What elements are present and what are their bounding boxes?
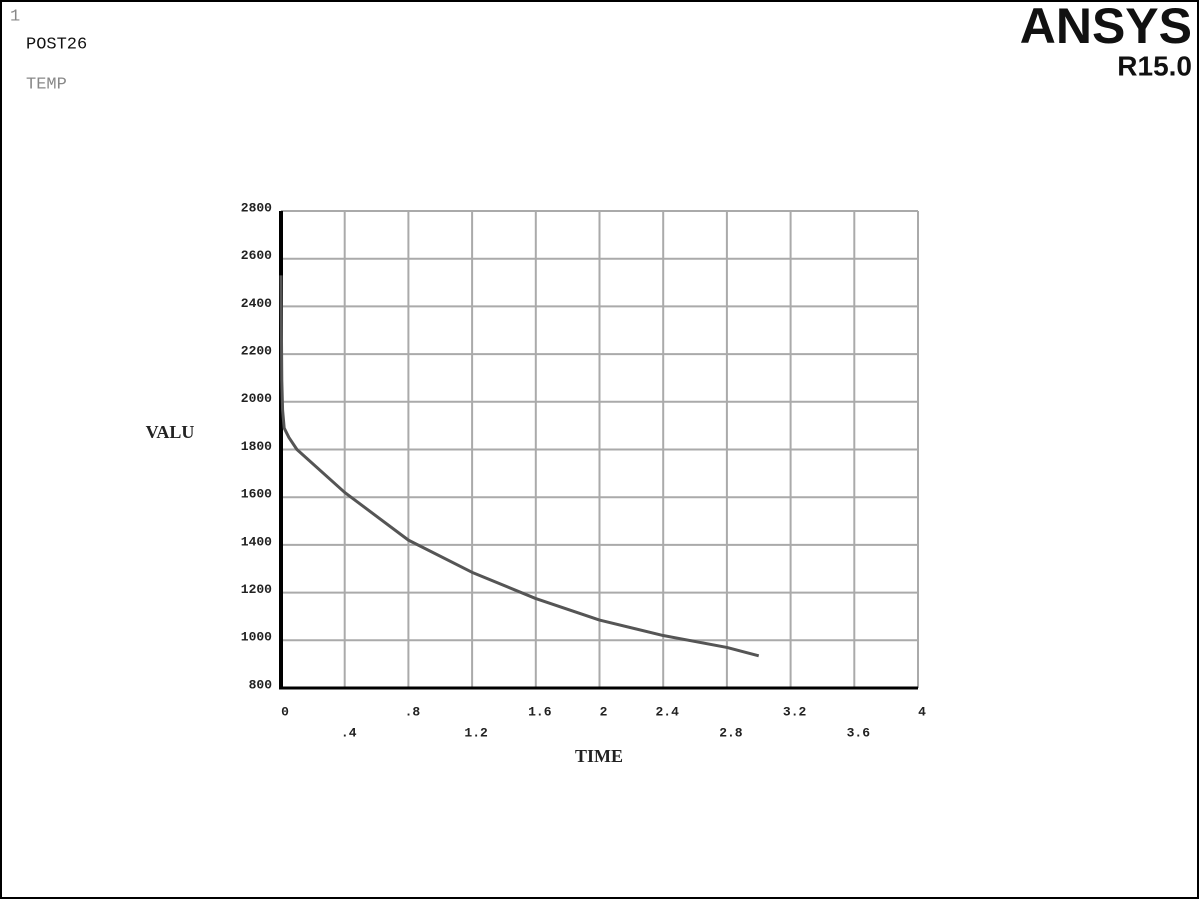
y-tick-label: 2400 bbox=[241, 296, 272, 311]
x-tick-label: .4 bbox=[341, 725, 357, 740]
y-axis-title: VALU bbox=[146, 422, 195, 442]
x-axis-title: TIME bbox=[575, 746, 623, 766]
x-tick-label: 0 bbox=[281, 704, 289, 719]
x-tick-label: 3.2 bbox=[783, 704, 807, 719]
y-tick-label: 1200 bbox=[241, 582, 272, 597]
x-tick-label: 2.8 bbox=[719, 725, 743, 740]
y-tick-label: 1400 bbox=[241, 534, 272, 549]
data-line bbox=[279, 275, 760, 658]
y-tick-label: 1600 bbox=[241, 487, 272, 502]
module-label: POST26 bbox=[26, 35, 87, 54]
y-tick-label: 2600 bbox=[241, 248, 272, 263]
x-tick-label: 2.4 bbox=[655, 704, 679, 719]
x-tick-label: 2 bbox=[600, 704, 608, 719]
ansys-logo: ANSYS bbox=[1020, 0, 1192, 54]
variable-label: TEMP bbox=[26, 75, 67, 94]
x-tick-label: .8 bbox=[405, 704, 421, 719]
y-tick-label: 2000 bbox=[241, 391, 272, 406]
window-number: 1 bbox=[10, 7, 20, 26]
y-tick-label: 1800 bbox=[241, 439, 272, 454]
x-tick-label: 1.6 bbox=[528, 704, 552, 719]
y-tick-label: 2200 bbox=[241, 344, 272, 359]
y-tick-label: 800 bbox=[249, 677, 273, 692]
ansys-version: R15.0 bbox=[1117, 50, 1192, 81]
x-tick-label: 3.6 bbox=[847, 725, 871, 740]
y-tick-label: 1000 bbox=[241, 630, 272, 645]
x-tick-label: 1.2 bbox=[464, 725, 488, 740]
y-tick-label: 2800 bbox=[241, 200, 272, 215]
x-tick-label: 4 bbox=[918, 704, 926, 719]
